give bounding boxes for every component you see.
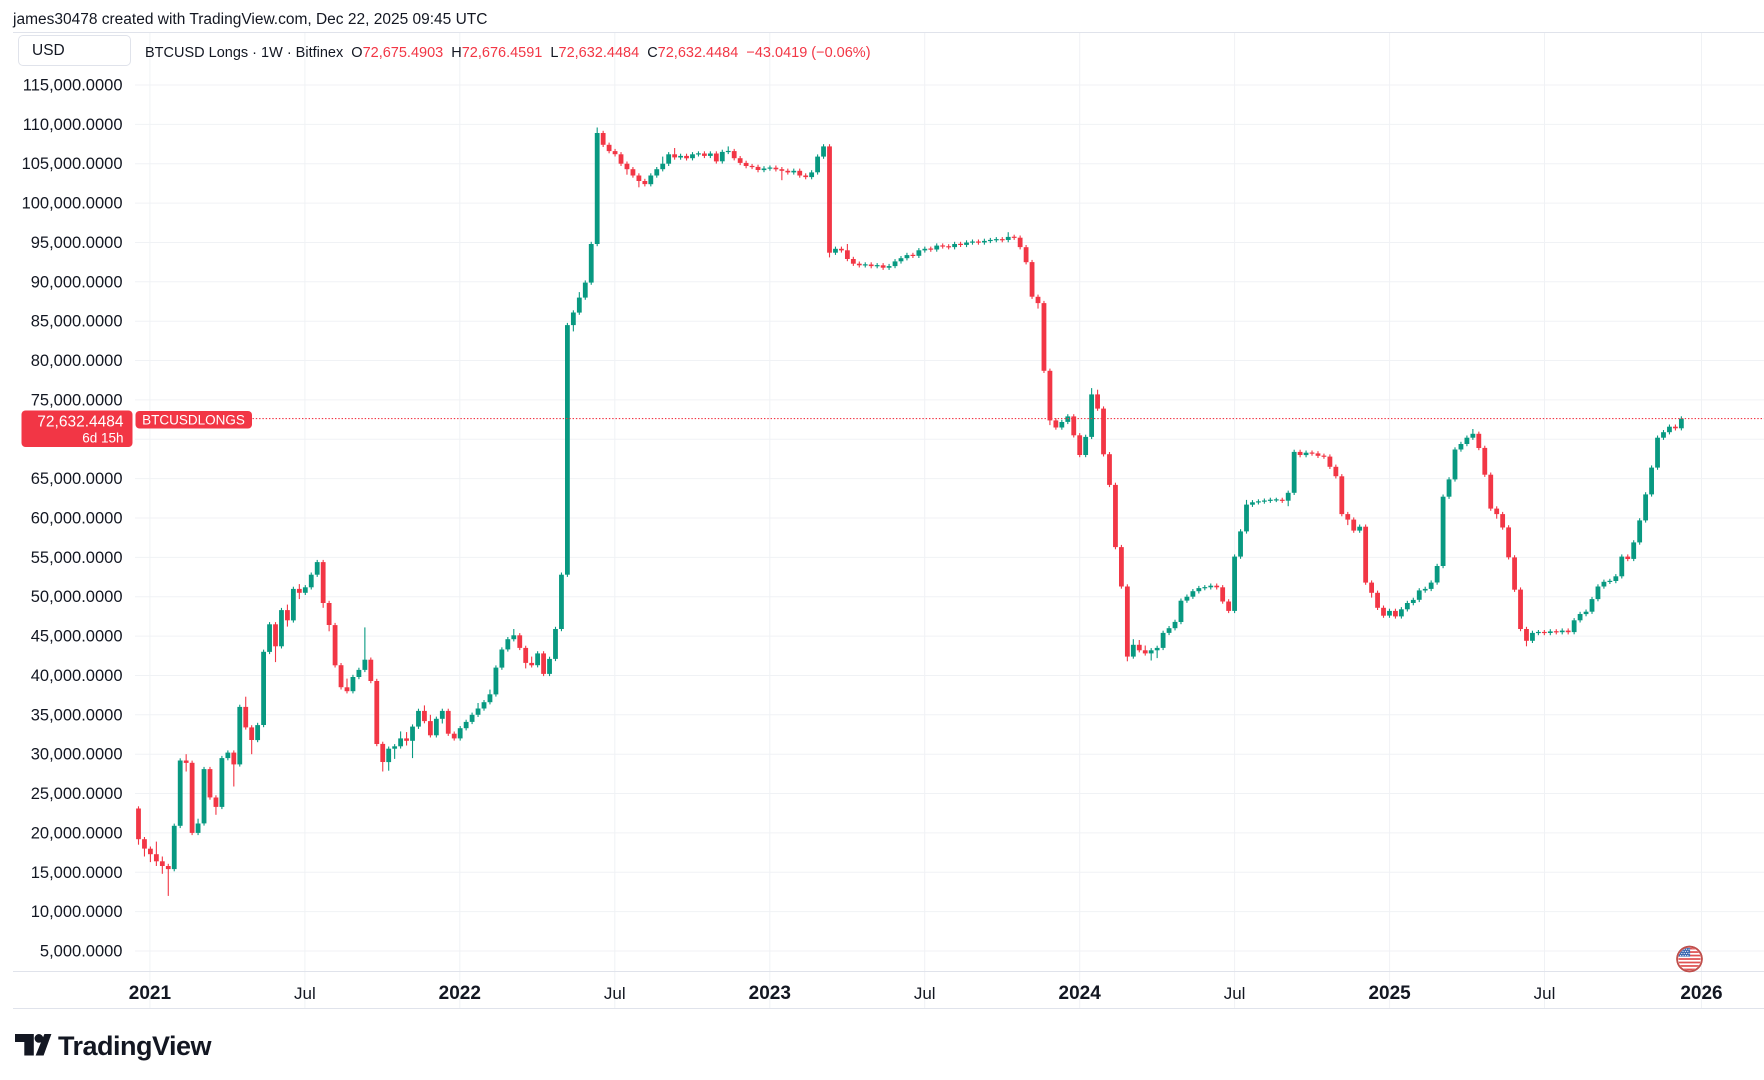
svg-text:5,000.0000: 5,000.0000 bbox=[40, 943, 123, 961]
svg-text:45,000.0000: 45,000.0000 bbox=[31, 628, 123, 646]
svg-text:105,000.0000: 105,000.0000 bbox=[22, 155, 123, 173]
svg-text:90,000.0000: 90,000.0000 bbox=[31, 273, 123, 291]
svg-text:Jul: Jul bbox=[1534, 984, 1556, 1003]
svg-text:2026: 2026 bbox=[1680, 983, 1722, 1004]
svg-text:2023: 2023 bbox=[749, 983, 791, 1004]
svg-text:40,000.0000: 40,000.0000 bbox=[31, 667, 123, 685]
svg-text:65,000.0000: 65,000.0000 bbox=[31, 470, 123, 488]
svg-text:20,000.0000: 20,000.0000 bbox=[31, 824, 123, 842]
svg-text:Jul: Jul bbox=[604, 984, 626, 1003]
svg-text:85,000.0000: 85,000.0000 bbox=[31, 313, 123, 331]
svg-text:50,000.0000: 50,000.0000 bbox=[31, 588, 123, 606]
svg-text:55,000.0000: 55,000.0000 bbox=[31, 549, 123, 567]
svg-text:95,000.0000: 95,000.0000 bbox=[31, 234, 123, 252]
svg-text:2024: 2024 bbox=[1059, 983, 1102, 1004]
svg-text:115,000.0000: 115,000.0000 bbox=[23, 77, 123, 95]
svg-text:75,000.0000: 75,000.0000 bbox=[31, 391, 123, 409]
svg-text:15,000.0000: 15,000.0000 bbox=[31, 864, 123, 882]
svg-text:BTCUSDLONGS: BTCUSDLONGS bbox=[142, 413, 245, 428]
svg-text:35,000.0000: 35,000.0000 bbox=[31, 706, 123, 724]
svg-text:110,000.0000: 110,000.0000 bbox=[23, 116, 123, 134]
svg-text:72,632.4484: 72,632.4484 bbox=[37, 414, 124, 431]
svg-text:6d 15h: 6d 15h bbox=[82, 431, 123, 446]
svg-text:Jul: Jul bbox=[914, 984, 936, 1003]
svg-text:25,000.0000: 25,000.0000 bbox=[31, 785, 123, 803]
svg-text:30,000.0000: 30,000.0000 bbox=[31, 746, 123, 764]
svg-text:60,000.0000: 60,000.0000 bbox=[31, 510, 123, 528]
svg-text:Jul: Jul bbox=[1224, 984, 1246, 1003]
svg-text:100,000.0000: 100,000.0000 bbox=[22, 195, 123, 213]
svg-text:2021: 2021 bbox=[129, 983, 172, 1004]
svg-text:10,000.0000: 10,000.0000 bbox=[31, 903, 123, 921]
svg-text:2022: 2022 bbox=[439, 983, 481, 1004]
svg-text:80,000.0000: 80,000.0000 bbox=[31, 352, 123, 370]
svg-text:Jul: Jul bbox=[294, 984, 316, 1003]
svg-text:2025: 2025 bbox=[1368, 983, 1411, 1004]
